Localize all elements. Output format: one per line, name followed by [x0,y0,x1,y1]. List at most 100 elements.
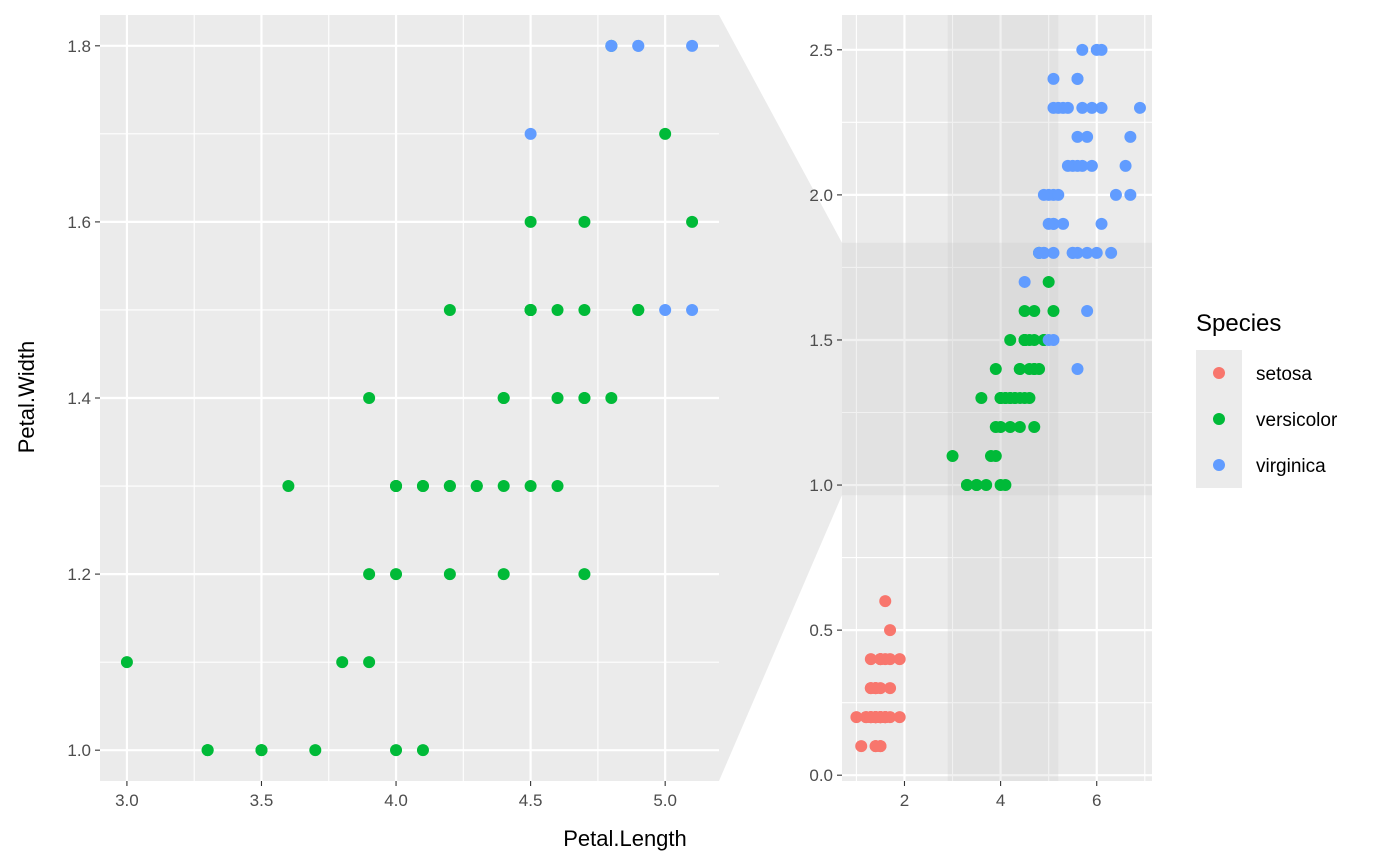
data-point-virginica [1081,304,1094,317]
data-point-virginica [1052,188,1065,201]
data-point-versicolor [686,215,699,228]
data-point-versicolor [551,303,564,316]
data-point-versicolor [390,480,403,493]
data-point-virginica [1018,275,1031,288]
data-point-versicolor [578,392,591,404]
data-point-versicolor [390,568,403,581]
data-point-virginica [1037,188,1050,201]
data-point-virginica [1057,217,1070,230]
data-point-versicolor [984,450,997,463]
data-point-versicolor [524,215,537,228]
data-point-virginica [1071,130,1084,143]
data-point-versicolor [551,480,564,493]
legend-title: Species [1196,310,1281,337]
data-point-versicolor [659,127,672,140]
data-point-setosa [850,711,863,724]
legend-label-virginica: virginica [1256,456,1326,477]
data-point-versicolor [960,479,973,492]
y-tick-label: 2.0 [809,186,833,205]
x-tick-label: 6 [1092,791,1101,810]
legend-key-setosa [1213,367,1225,379]
y-axis-title: Petal.Width [14,341,39,454]
data-point-versicolor [946,450,959,463]
data-point-versicolor [975,392,988,404]
x-tick-label: 5.0 [653,791,677,810]
axis-ticks: 3.0 3.5 4.0 4.5 5.0 1.0 1.2 1.4 1.6 1.8 [67,37,677,810]
data-point-virginica [1133,101,1146,114]
data-point-setosa [869,682,882,695]
data-point-setosa [884,624,897,637]
data-point-versicolor [1004,333,1017,346]
data-point-versicolor [551,392,564,404]
data-point-virginica [1047,246,1060,259]
x-tick-label: 4.0 [384,791,408,810]
data-point-virginica [632,39,645,52]
data-point-versicolor [1047,304,1060,317]
data-point-versicolor [994,421,1007,434]
data-point-virginica [1076,101,1089,114]
data-point-virginica [1047,333,1060,346]
data-point-versicolor [970,479,983,492]
data-point-versicolor [1013,362,1026,375]
data-point-virginica [659,303,672,316]
legend-entries: setosa versicolor virginica [1213,364,1338,477]
data-point-versicolor [1033,362,1046,375]
data-point-virginica [1061,159,1074,172]
y-tick-label: 0.5 [809,621,833,640]
y-tick-label: 1.2 [67,565,91,584]
x-tick-label: 2 [900,791,909,810]
data-point-versicolor [1009,392,1022,404]
data-point-virginica [1071,159,1084,172]
data-point-virginica [1047,72,1060,85]
data-point-virginica [1109,188,1122,201]
data-point-versicolor [120,656,133,669]
legend-key-virginica [1213,459,1225,471]
legend-label-versicolor: versicolor [1256,410,1338,431]
data-point-versicolor [497,392,510,404]
data-point-versicolor [416,480,429,493]
legend-label-setosa: setosa [1256,364,1312,385]
data-point-versicolor [336,656,349,669]
data-point-versicolor [1023,392,1036,404]
data-point-virginica [1095,217,1108,230]
data-point-virginica [1085,101,1098,114]
points [850,43,1146,753]
data-point-virginica [1085,159,1098,172]
data-point-setosa [869,711,882,724]
data-point-setosa [893,711,906,724]
data-point-versicolor [309,744,322,757]
data-point-virginica [1033,246,1046,259]
data-point-virginica [1081,130,1094,143]
y-tick-label: 2.5 [809,41,833,60]
x-tick-label: 4 [996,791,1005,810]
data-point-versicolor [443,480,456,493]
data-point-versicolor [524,303,537,316]
data-point-versicolor [605,392,618,404]
x-tick-label: 3.5 [250,791,274,810]
data-point-setosa [879,595,892,608]
data-point-setosa [874,653,887,666]
y-tick-label: 1.0 [809,476,833,495]
data-point-virginica [1071,362,1084,375]
data-point-versicolor [470,480,483,493]
data-point-versicolor [1028,333,1041,346]
data-point-versicolor [497,568,510,581]
zoom-connector [719,15,842,781]
data-point-versicolor [1013,421,1026,434]
data-point-versicolor [999,479,1012,492]
data-point-versicolor [999,392,1012,404]
data-point-virginica [1105,246,1118,259]
y-tick-label: 1.5 [809,331,833,350]
full-panel: 2 4 6 0.0 0.5 1.0 1.5 2.0 2.5 [809,15,1152,810]
y-tick-label: 1.8 [67,37,91,56]
data-point-versicolor [255,744,268,757]
data-point-virginica [1066,246,1079,259]
data-point-setosa [855,740,868,753]
data-point-setosa [884,682,897,695]
y-tick-label: 1.6 [67,213,91,232]
data-point-virginica [686,39,699,52]
data-point-versicolor [524,480,537,493]
data-point-virginica [1061,101,1074,114]
data-point-versicolor [416,744,429,757]
zoom-connector-layer [719,15,842,781]
